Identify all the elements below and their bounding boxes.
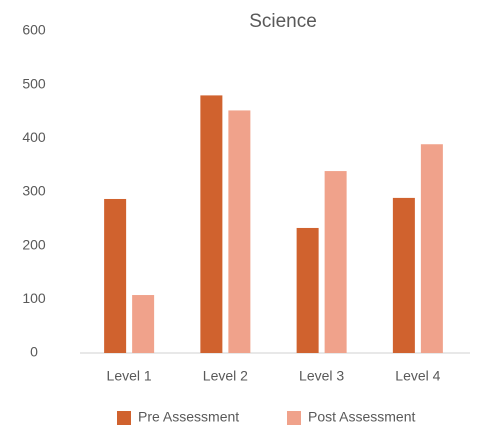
bar — [200, 95, 223, 354]
chart-title: Science — [249, 11, 317, 32]
y-tick-label: 600 — [22, 22, 46, 38]
legend-swatch — [117, 411, 131, 425]
y-tick-label: 0 — [30, 344, 38, 360]
y-tick-label: 500 — [22, 75, 46, 91]
y-tick-label: 200 — [22, 236, 46, 252]
x-tick-label: Level 1 — [107, 368, 152, 384]
x-tick-label: Level 2 — [203, 368, 248, 384]
legend-label: Pre Assessment — [138, 409, 239, 425]
bar — [420, 144, 443, 353]
y-tick-label: 100 — [22, 290, 46, 306]
bar — [324, 171, 347, 353]
bar — [104, 198, 127, 353]
y-tick-label: 400 — [22, 129, 46, 145]
y-tick-label: 300 — [22, 183, 46, 199]
bar — [392, 197, 415, 353]
bar — [228, 110, 251, 353]
legend-swatch — [287, 411, 301, 425]
x-tick-label: Level 4 — [395, 368, 440, 384]
bar — [296, 227, 319, 353]
legend-label: Post Assessment — [308, 409, 415, 425]
bar — [132, 295, 155, 353]
x-tick-label: Level 3 — [299, 368, 344, 384]
